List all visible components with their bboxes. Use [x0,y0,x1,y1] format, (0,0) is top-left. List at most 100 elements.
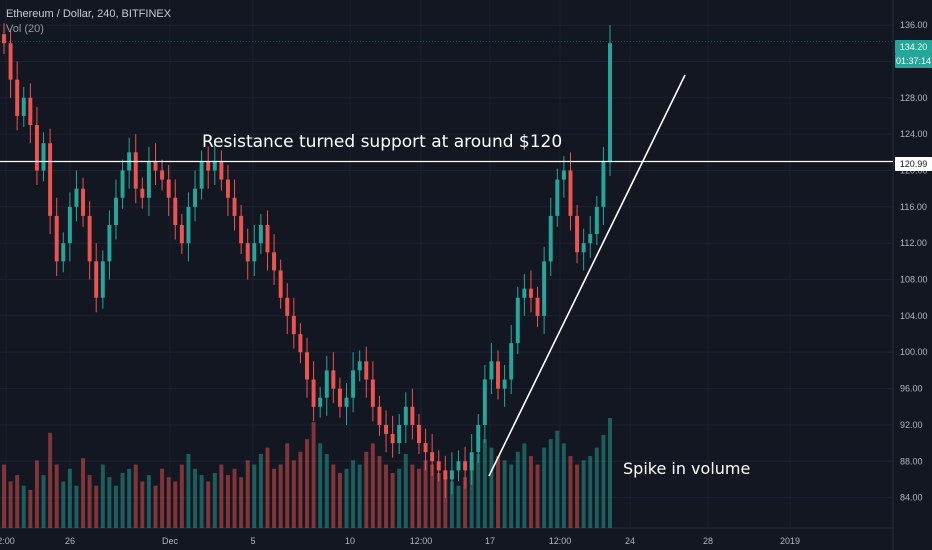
volume-bar [403,453,408,528]
volume-bar [120,473,125,528]
candle-body [403,406,408,425]
volume-bar [67,468,72,528]
candle-body [430,452,435,462]
volume-bar [568,456,573,528]
volume-indicator-label[interactable]: Vol (20) [6,23,44,35]
candle-body [575,215,580,253]
volume-bar [8,481,13,528]
y-axis-tick-label: 88.00 [900,456,923,466]
current-price-label: 134.20 [895,40,932,54]
volume-bar [318,443,323,528]
x-axis-tick-label: 28 [703,536,713,546]
volume-bar [140,481,145,528]
candle-body [364,361,369,380]
volume-bar [390,473,395,528]
volume-bar [133,464,138,528]
y-axis-tick-label: 96.00 [900,384,923,394]
volume-bar [496,456,500,528]
candle-body [581,243,586,253]
volume-bar [153,485,158,528]
candle-body [377,406,382,425]
candle-body [449,470,454,480]
x-axis-tick-label: 26 [65,536,75,546]
candle-body [555,179,560,216]
candle-body [278,270,283,298]
volume-bar [502,460,507,528]
candle-body [160,170,165,180]
candle-body [522,288,527,298]
candle-body [48,143,53,216]
candle-body [357,361,362,371]
candle-body [496,361,500,389]
candle-body [298,334,303,353]
y-axis-tick-label: 84.00 [900,493,923,503]
candle-body [305,352,309,380]
candle-body [219,161,224,180]
volume-bar [179,464,184,528]
candle-body [489,361,494,380]
candle-body [120,170,125,198]
volume-bar [21,485,26,528]
candle-body [463,461,468,471]
volume-bar [212,473,217,528]
candle-body [397,424,402,444]
candle-body [337,388,342,407]
candle-body [67,206,72,244]
volume-bar [107,477,112,528]
candle-body [239,215,244,244]
candle-body [443,470,448,480]
volume-bar [351,460,356,528]
candle-body [140,188,145,198]
candle-body [509,343,514,380]
volume-bar [81,458,86,528]
volume-bar [601,434,606,528]
volume-bar [74,485,79,528]
candle-body [232,197,237,216]
candle-body [456,461,461,471]
volume-bar [344,468,349,528]
volume-bar [337,473,342,528]
candle-body [21,97,26,116]
candle-body [548,215,553,262]
candle-body [410,406,415,425]
volume-bar [384,464,389,528]
volume-bar [476,453,481,528]
y-axis-tick-label: 136.00 [900,20,928,30]
candle-body [114,197,118,226]
volume-bar [160,468,165,528]
y-axis-tick-label: 116.00 [900,202,927,212]
candle-body [133,152,138,189]
volume-bar [61,481,66,528]
volume-bar [87,475,92,528]
y-axis-tick-label: 112.00 [900,238,927,248]
volume-bar [28,489,33,528]
volume-bar [581,460,586,528]
volume-bar [206,481,211,528]
symbol-title[interactable]: Ethereum / Dollar, 240, BITFINEX [6,8,172,20]
volume-bar [298,451,303,528]
candle-body [212,161,217,171]
candle-body [436,461,441,471]
x-axis-tick-label: Dec [162,536,179,546]
candle-body [344,397,349,407]
y-axis-tick-label: 124.00 [900,129,928,139]
volume-bar [357,464,362,528]
candle-body [311,379,316,407]
volume-bar [41,475,46,528]
volume-bar [100,464,105,528]
volume-bar [456,485,461,528]
candle-body [74,188,79,207]
candle-body [2,34,6,44]
volume-bar [285,443,290,528]
candle-body [594,206,599,235]
volume-bar [225,475,230,528]
candle-body [291,315,296,335]
volume-bar [324,453,329,528]
y-axis-tick-label: 108.00 [900,275,928,285]
volume-bar [48,432,53,528]
candle-body [94,261,99,298]
candle-body [423,443,428,453]
candle-body [588,234,593,244]
